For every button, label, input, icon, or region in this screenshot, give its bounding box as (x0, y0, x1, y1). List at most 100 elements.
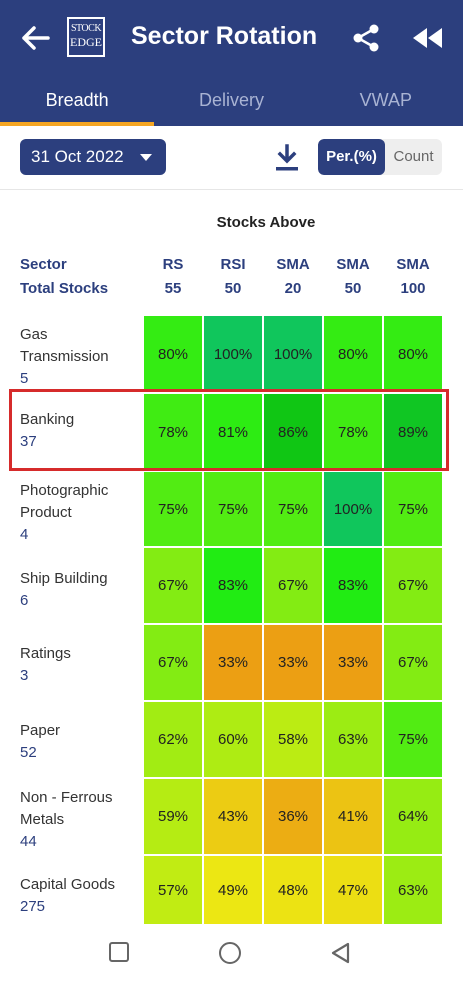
sector-total-stocks: 5 (20, 370, 29, 387)
back-arrow-icon[interactable] (18, 22, 54, 54)
heatmap-cell[interactable]: 83% (204, 548, 262, 623)
heatmap-cell[interactable]: 33% (204, 625, 262, 700)
heatmap-cell[interactable]: 67% (144, 625, 202, 700)
heatmap-cell[interactable]: 75% (384, 702, 442, 777)
logo-line-2: EDGE (70, 35, 102, 49)
heatmap-cell[interactable]: 60% (204, 702, 262, 777)
heatmap-cell[interactable]: 62% (144, 702, 202, 777)
toggle-count[interactable]: Count (393, 148, 434, 165)
app-bar: STOCK EDGE Sector Rotation Breadth Deliv… (0, 0, 463, 126)
column-header-period: 100 (400, 280, 426, 297)
heatmap-cell[interactable]: 67% (264, 548, 322, 623)
heatmap-cell[interactable]: 80% (384, 316, 442, 392)
heatmap-cell[interactable]: 48% (264, 856, 322, 924)
heatmap-cell[interactable]: 75% (144, 472, 202, 546)
sector-row-label[interactable]: Ratings 3 (20, 643, 140, 687)
heatmap-cell[interactable]: 67% (144, 548, 202, 623)
share-icon[interactable] (350, 22, 382, 54)
recents-icon[interactable] (109, 942, 129, 962)
heatmap-cell[interactable]: 43% (204, 779, 262, 854)
column-header[interactable]: SMA 20 (264, 253, 322, 301)
stocks-above-label: Stocks Above (216, 214, 316, 231)
sector-total-stocks: 3 (20, 667, 29, 684)
sector-row-label[interactable]: Banking 37 (20, 409, 140, 453)
sector-header-label: Sector (20, 256, 67, 273)
column-header[interactable]: SMA 100 (384, 253, 442, 301)
sector-name: Banking (20, 411, 75, 428)
tab-breadth[interactable]: Breadth (0, 80, 155, 126)
heatmap-cell[interactable]: 47% (324, 856, 382, 924)
heatmap-cell[interactable]: 57% (144, 856, 202, 924)
heatmap-cell[interactable]: 59% (144, 779, 202, 854)
sector-row-label[interactable]: Capital Goods 275 (20, 874, 140, 918)
sector-row-label[interactable]: Ship Building 6 (20, 568, 140, 612)
column-header[interactable]: RSI 50 (204, 253, 262, 301)
heatmap-cell[interactable]: 67% (384, 548, 442, 623)
column-header-name: SMA (276, 256, 310, 273)
heatmap-cell[interactable]: 36% (264, 779, 322, 854)
sector-row-label[interactable]: Non - Ferrous Metals 44 (20, 787, 140, 853)
sector-row-label[interactable]: Paper 52 (20, 720, 140, 764)
logo-line-1: STOCK (70, 23, 102, 34)
chevron-down-icon (140, 154, 152, 161)
page-title: Sector Rotation (131, 22, 318, 50)
heatmap-cell[interactable]: 64% (384, 779, 442, 854)
column-header-period: 20 (284, 280, 302, 297)
toggle-percent[interactable]: Per.(%) (318, 139, 385, 175)
column-header-period: 50 (224, 280, 242, 297)
heatmap-cell[interactable]: 33% (264, 625, 322, 700)
sector-row-label[interactable]: Photographic Product 4 (20, 480, 140, 546)
sector-name: Photographic Product (20, 482, 109, 521)
heatmap-cell[interactable]: 89% (384, 394, 442, 470)
date-selector[interactable]: 31 Oct 2022 (20, 139, 166, 175)
heatmap-cell[interactable]: 78% (144, 394, 202, 470)
heatmap-cell[interactable]: 100% (204, 316, 262, 392)
heatmap-cell[interactable]: 33% (324, 625, 382, 700)
heatmap-cell[interactable]: 80% (324, 316, 382, 392)
heatmap-cell[interactable]: 100% (264, 316, 322, 392)
column-header[interactable]: SMA 50 (324, 253, 382, 301)
heatmap-cell[interactable]: 49% (204, 856, 262, 924)
display-mode-toggle: Per.(%) Count (318, 139, 442, 175)
column-header-period: 55 (164, 280, 182, 297)
heatmap-cell[interactable]: 63% (324, 702, 382, 777)
date-value: 31 Oct 2022 (31, 147, 124, 166)
column-header-name: RSI (220, 256, 246, 273)
heatmap-cell[interactable]: 63% (384, 856, 442, 924)
heatmap-cell[interactable]: 58% (264, 702, 322, 777)
sector-name: Paper (20, 722, 61, 739)
home-icon[interactable] (219, 942, 241, 964)
heatmap-cell[interactable]: 41% (324, 779, 382, 854)
column-header-name: SMA (336, 256, 370, 273)
sector-total-stocks: 6 (20, 592, 29, 609)
rewind-icon[interactable] (410, 26, 444, 50)
heatmap-cell[interactable]: 86% (264, 394, 322, 470)
sector-total-stocks: 275 (20, 898, 46, 915)
heatmap-cell[interactable]: 100% (324, 472, 382, 546)
heatmap-cell[interactable]: 75% (264, 472, 322, 546)
sector-row-label[interactable]: Gas Transmission 5 (20, 324, 140, 390)
column-header-name: SMA (396, 256, 430, 273)
heatmap-cell[interactable]: 75% (384, 472, 442, 546)
sector-name: Ratings (20, 645, 71, 662)
column-header-name: RS (162, 256, 184, 273)
column-header[interactable]: RS 55 (144, 253, 202, 301)
heatmap-cell[interactable]: 75% (204, 472, 262, 546)
heatmap-cell[interactable]: 81% (204, 394, 262, 470)
sector-name: Capital Goods (20, 876, 116, 893)
nav-back-icon[interactable] (329, 941, 351, 965)
heatmap-cell[interactable]: 67% (384, 625, 442, 700)
heatmap-cell[interactable]: 80% (144, 316, 202, 392)
download-icon[interactable] (274, 144, 300, 172)
sector-header: Sector Total Stocks (20, 253, 108, 301)
heatmap-cell[interactable]: 78% (324, 394, 382, 470)
column-header-period: 50 (344, 280, 362, 297)
app-logo: STOCK EDGE (67, 17, 105, 57)
tab-vwap[interactable]: VWAP (359, 90, 412, 110)
sector-name: Non - Ferrous Metals (20, 789, 113, 828)
heatmap-cell[interactable]: 83% (324, 548, 382, 623)
sector-name: Gas Transmission (20, 326, 109, 365)
tab-delivery[interactable]: Delivery (198, 90, 264, 110)
filter-toolbar: 31 Oct 2022 Per.(%) Count (0, 126, 463, 190)
sector-total-stocks: 37 (20, 433, 37, 450)
